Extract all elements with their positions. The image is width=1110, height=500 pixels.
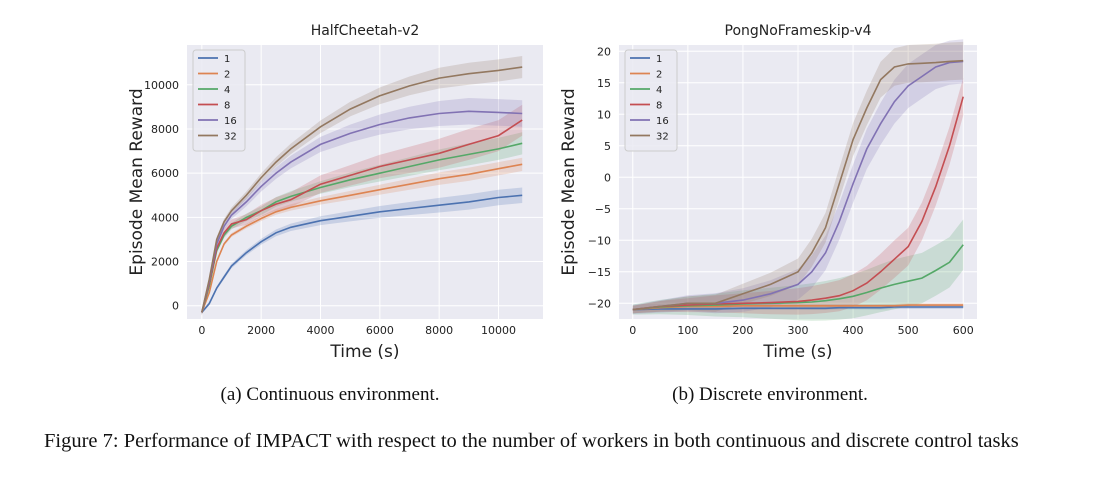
x-tick-label: 0 — [629, 324, 636, 337]
x-axis-label: Time (s) — [762, 342, 832, 362]
y-tick-label: −20 — [588, 297, 611, 310]
legend-label-1: 1 — [656, 54, 662, 65]
series-band-1 — [201, 187, 523, 314]
plot-area — [187, 45, 543, 319]
x-axis-label: Time (s) — [329, 342, 399, 362]
figure-caption: Figure 7: Performance of IMPACT with res… — [44, 430, 1019, 452]
series-band-2 — [201, 157, 523, 314]
series-line-2 — [632, 304, 964, 311]
y-tick-label: 0 — [172, 300, 179, 313]
subcaption-a: (a) Continuous environment. — [220, 384, 440, 405]
legend: 1 2 4 8 16 32 — [624, 49, 678, 152]
legend-label-4: 4 — [224, 85, 230, 96]
x-tick-label: 200 — [732, 324, 753, 337]
y-axis-label: Episode Mean Reward — [559, 88, 579, 275]
legend-label-32: 32 — [224, 132, 237, 143]
x-tick-label: 400 — [843, 324, 864, 337]
halfcheetah-chart: 0 2000 4000 6000 8000 10000 0 2000 4000 6000 8000 1… — [127, 23, 543, 362]
y-tick-label: −15 — [588, 266, 611, 279]
series-line-1 — [632, 306, 964, 311]
series-line-16 — [201, 110, 523, 313]
series-band-32 — [632, 41, 964, 314]
x-tick-label: 2000 — [247, 324, 275, 337]
legend-label-8: 8 — [224, 101, 230, 112]
x-tick-label: 500 — [898, 324, 919, 337]
x-tick-label: 10000 — [481, 324, 516, 337]
series-band-16 — [632, 39, 964, 315]
y-tick-label: 15 — [597, 77, 611, 90]
subcaption-b: (b) Discrete environment. — [672, 384, 868, 405]
series-line-32 — [201, 66, 523, 313]
series-line-1 — [201, 194, 523, 313]
series-line-4 — [201, 142, 523, 313]
y-tick-label: 5 — [604, 140, 611, 153]
series-band-16 — [201, 98, 523, 315]
legend-box — [192, 49, 246, 152]
legend-label-2: 2 — [656, 70, 662, 81]
series-band-8 — [632, 77, 964, 315]
series-band-4 — [632, 219, 964, 321]
y-tick-label: 20 — [597, 45, 611, 58]
series-line-4 — [632, 244, 964, 311]
legend-label-1: 1 — [224, 54, 230, 65]
y-tick-label: −5 — [595, 203, 611, 216]
x-tick-label: 600 — [953, 324, 974, 337]
legend-label-2: 2 — [224, 70, 230, 81]
legend: 1 2 4 8 16 32 — [192, 49, 246, 152]
legend-label-16: 16 — [656, 116, 669, 127]
y-tick-label: 10 — [597, 108, 611, 121]
y-tick-label: 4000 — [151, 211, 179, 224]
chart-title: HalfCheetah-v2 — [311, 23, 420, 39]
y-tick-label: 2000 — [151, 256, 179, 269]
pong-chart: 0 100 200 300 400 500 600 −20 −15 −10 −5 0 5 10 15 20 Po… — [559, 23, 977, 362]
x-tick-label: 4000 — [307, 324, 335, 337]
y-tick-label: 6000 — [151, 167, 179, 180]
legend-label-8: 8 — [656, 101, 662, 112]
series-band-8 — [201, 104, 523, 316]
legend-label-4: 4 — [656, 85, 662, 96]
y-tick-label: 8000 — [151, 123, 179, 136]
y-axis-label: Episode Mean Reward — [127, 88, 147, 275]
y-tick-label: −10 — [588, 234, 611, 247]
y-tick-label: 0 — [604, 171, 611, 184]
legend-label-32: 32 — [656, 132, 669, 143]
x-tick-label: 100 — [677, 324, 698, 337]
legend-label-16: 16 — [224, 116, 237, 127]
legend-box — [624, 49, 678, 152]
y-tick-label: 10000 — [144, 79, 179, 92]
series-band-32 — [201, 56, 523, 315]
x-tick-label: 6000 — [366, 324, 394, 337]
chart-title: PongNoFrameskip-v4 — [725, 23, 872, 39]
x-tick-label: 300 — [788, 324, 809, 337]
x-tick-label: 8000 — [425, 324, 453, 337]
series-line-8 — [201, 119, 523, 313]
series-line-2 — [201, 163, 523, 313]
series-line-32 — [632, 59, 964, 311]
x-tick-label: 0 — [198, 324, 205, 337]
